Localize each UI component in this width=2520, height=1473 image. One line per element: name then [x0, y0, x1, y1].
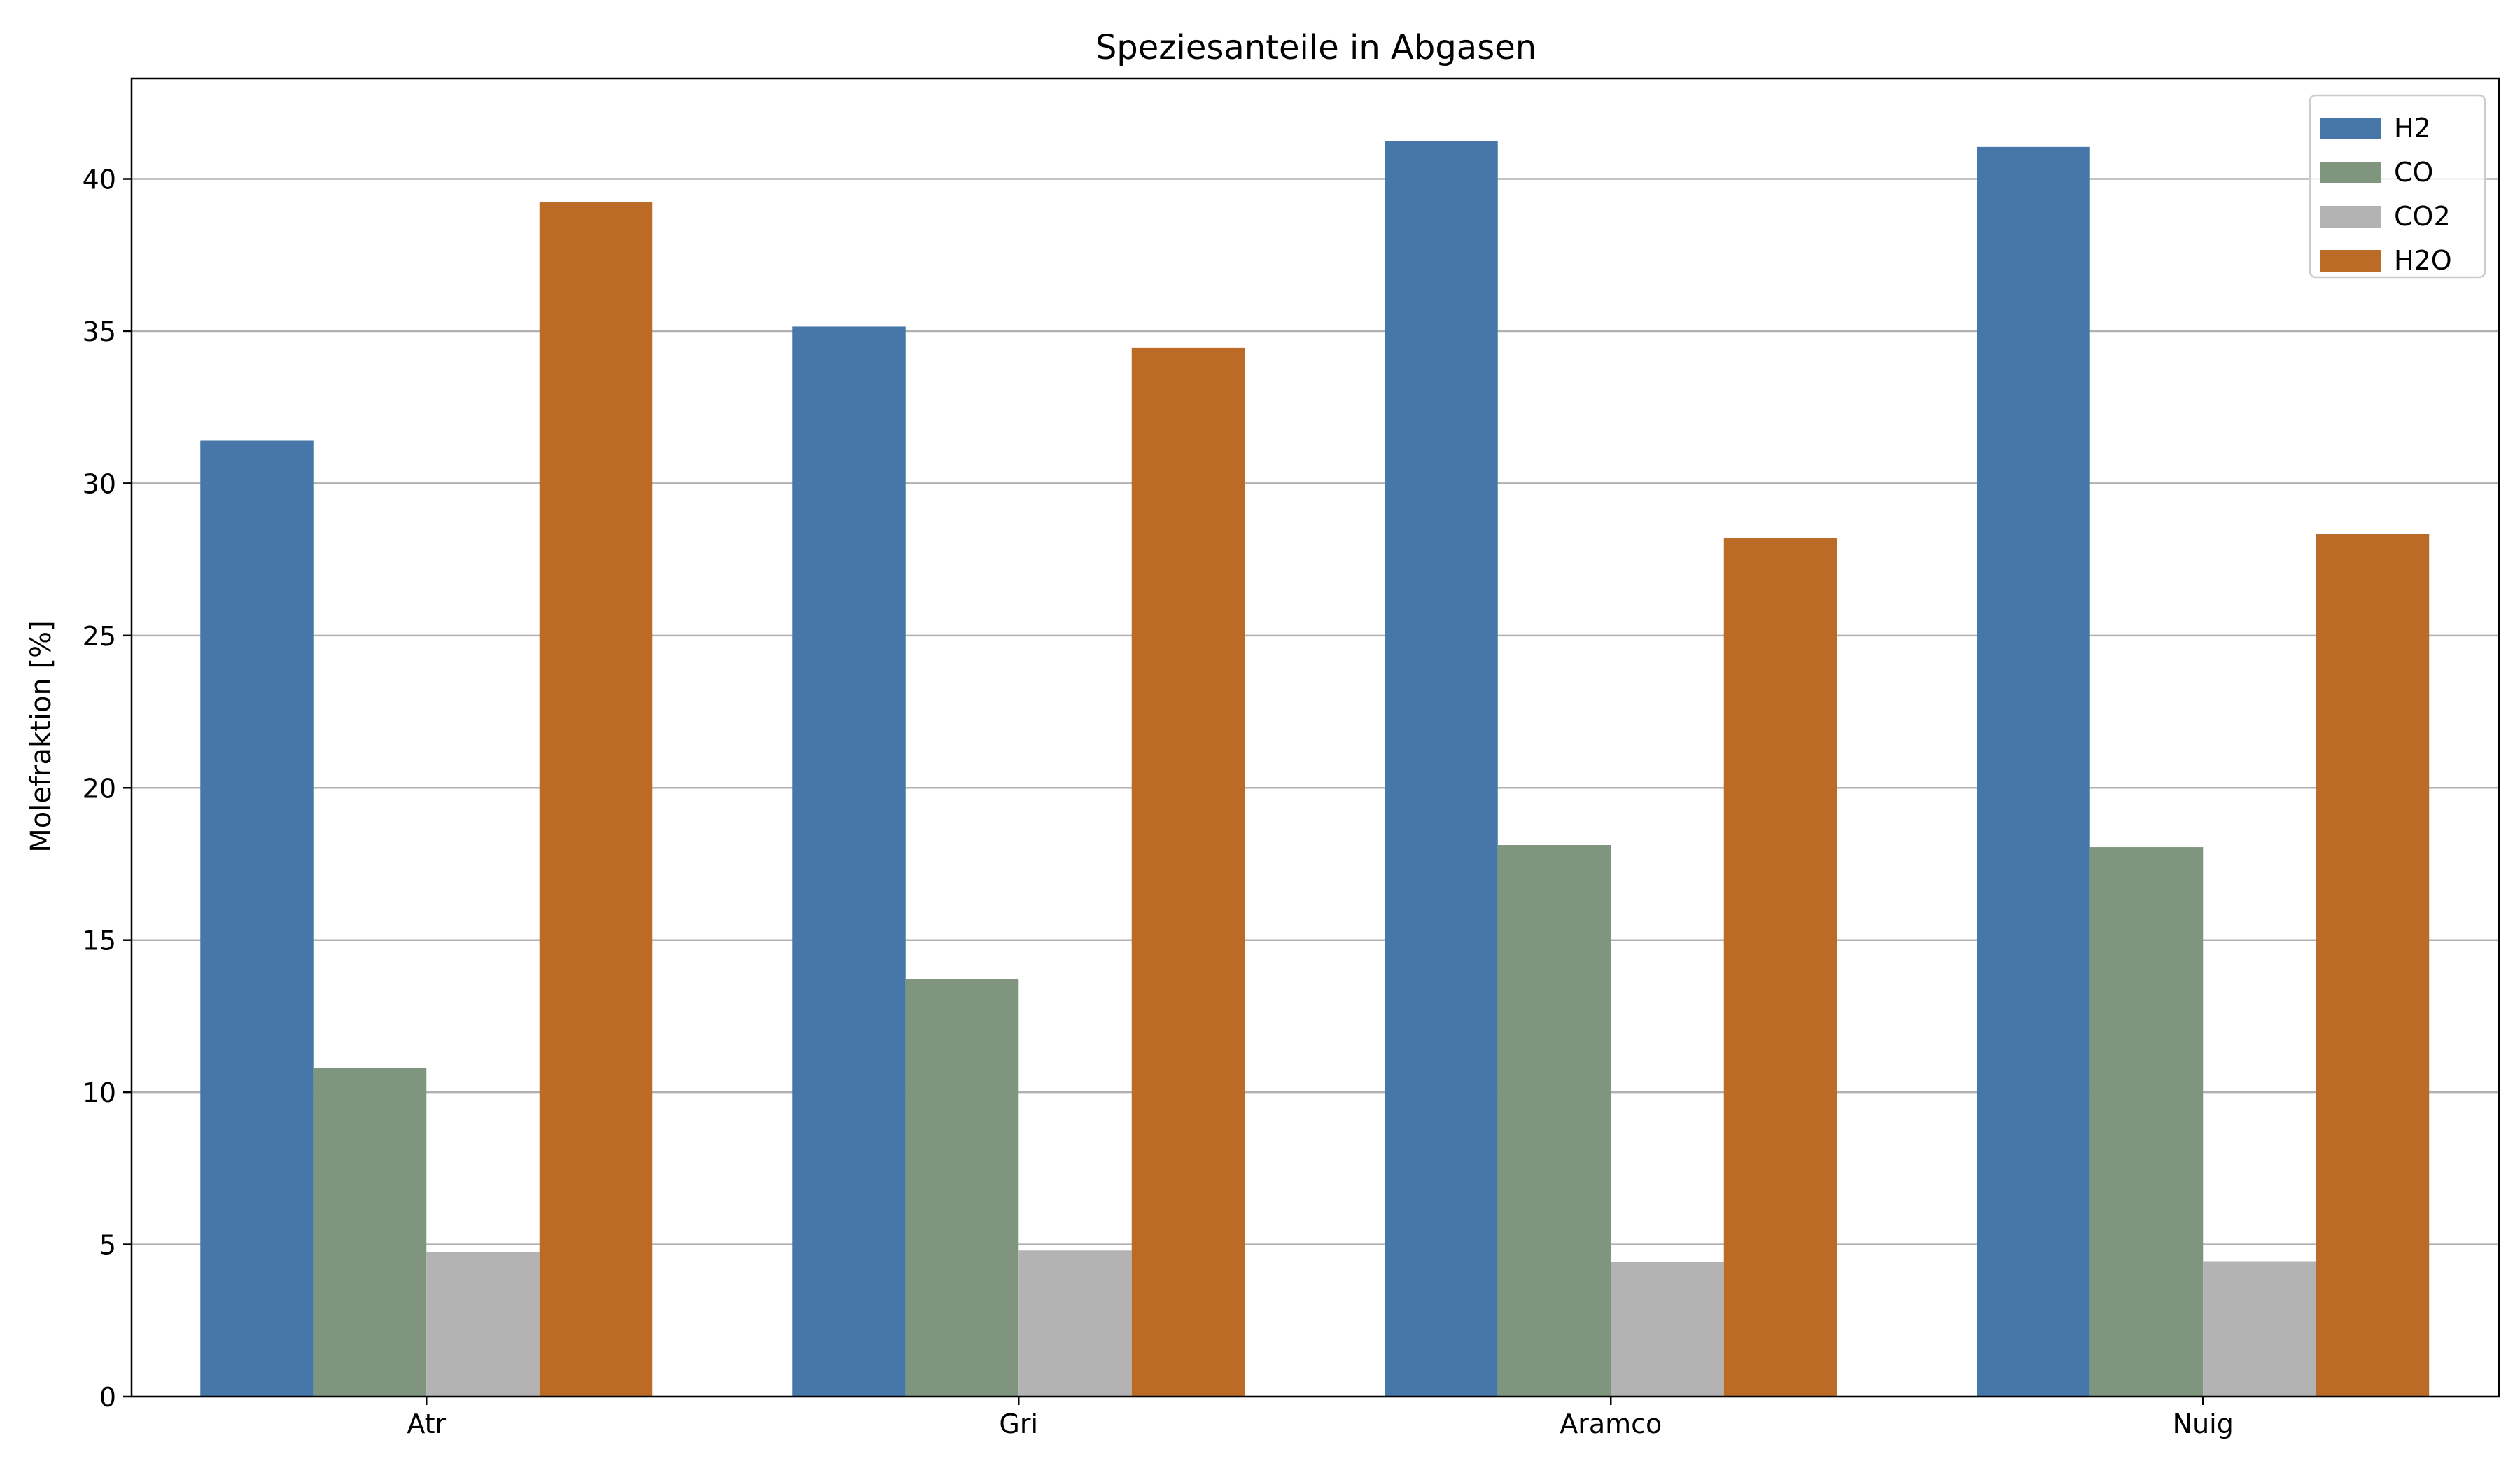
y-tick-label: 0 [99, 1382, 116, 1413]
x-tick-label: Gri [999, 1409, 1038, 1439]
bar-h2-gri [792, 326, 906, 1397]
bar-h2-aramco [1385, 141, 1498, 1397]
bar-co-gri [905, 979, 1019, 1397]
bar-h2-atr [200, 440, 314, 1397]
legend-box [2309, 94, 2486, 279]
bar-h2o-gri [1131, 347, 1245, 1397]
bar-co2-atr [426, 1252, 540, 1397]
y-tick-label: 40 [83, 165, 116, 195]
y-tick-label: 10 [83, 1077, 116, 1108]
plot-frame [130, 77, 2500, 1398]
bars [200, 141, 2430, 1397]
x-tick-label: Atr [407, 1409, 446, 1439]
y-tick-label: 30 [83, 468, 116, 499]
legend-swatch-co [2320, 162, 2381, 183]
y-tick-label: 35 [83, 316, 116, 347]
legend-label-h2o: H2O [2394, 245, 2452, 276]
bar-co2-nuig [2203, 1261, 2316, 1397]
legend-label-co2: CO2 [2394, 201, 2451, 232]
bar-co-atr [313, 1068, 427, 1397]
legend-label-co: CO [2394, 157, 2433, 188]
y-tick-label: 15 [83, 926, 116, 956]
bar-co-aramco [1497, 845, 1611, 1397]
y-tick-label: 20 [83, 773, 116, 804]
legend-swatch-h2 [2320, 118, 2381, 139]
bar-co-nuig [2090, 847, 2204, 1397]
legend-label-h2: H2 [2394, 113, 2431, 144]
legend-swatch-h2o [2320, 250, 2381, 272]
legend-swatch-co2 [2320, 206, 2381, 228]
axis-ticks: 0 5 10 15 20 25 30 35 40 Atr Gri Aramco Nuig [83, 165, 2234, 1439]
y-tick-label: 5 [99, 1230, 116, 1261]
chart-title: Speziesanteile in Abgasen [1096, 28, 1536, 67]
y-axis-label: Molefraktion [%] [25, 620, 57, 852]
x-tick-label: Aramco [1560, 1409, 1662, 1439]
bar-h2o-aramco [1723, 538, 1837, 1397]
bar-h2-nuig [1977, 146, 2090, 1397]
legend: H2 CO CO2 H2O [2309, 94, 2486, 279]
bar-co2-gri [1018, 1250, 1132, 1397]
x-tick-label: Nuig [2173, 1409, 2234, 1439]
bar-co2-aramco [1611, 1262, 1724, 1397]
bar-h2o-nuig [2316, 534, 2430, 1397]
y-tick-label: 25 [83, 621, 116, 652]
bar-h2o-atr [539, 202, 653, 1397]
